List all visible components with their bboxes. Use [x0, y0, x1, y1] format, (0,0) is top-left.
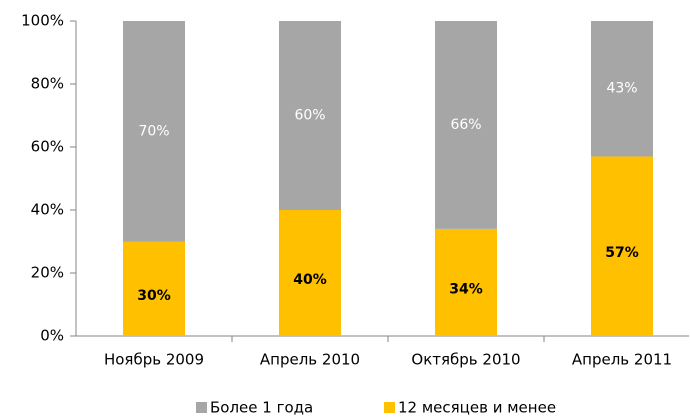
bar-segment	[279, 21, 341, 210]
data-label: 43%	[606, 81, 637, 97]
bar-segment	[123, 241, 185, 336]
legend-swatch	[384, 402, 395, 413]
bar-segment	[435, 21, 497, 229]
x-tick-label: Октябрь 2010	[411, 351, 520, 369]
y-tick-label: 60%	[31, 138, 64, 156]
bar-segment	[123, 21, 185, 242]
data-label: 40%	[293, 272, 327, 288]
bar-segment	[591, 21, 653, 157]
y-tick-label: 0%	[40, 327, 64, 345]
legend-swatch	[196, 402, 207, 413]
y-tick-label: 100%	[21, 12, 64, 30]
bar-segment	[435, 228, 497, 336]
data-label: 57%	[605, 245, 639, 261]
bar-segment	[591, 156, 653, 336]
x-tick-label: Апрель 2010	[260, 351, 360, 369]
data-label: 34%	[449, 281, 483, 297]
y-tick-label: 80%	[31, 75, 64, 93]
x-tick-label: Апрель 2011	[572, 351, 672, 369]
legend-label: 12 месяцев и менее	[398, 399, 556, 417]
bar-segment	[279, 210, 341, 336]
data-label: 60%	[294, 108, 325, 124]
data-label: 30%	[137, 288, 171, 304]
y-tick-label: 40%	[31, 201, 64, 219]
legend-label: Более 1 года	[210, 399, 313, 417]
data-label: 70%	[138, 123, 169, 139]
x-tick-label: Ноябрь 2009	[104, 351, 204, 369]
y-tick-label: 20%	[31, 264, 64, 282]
data-label: 66%	[450, 117, 481, 133]
